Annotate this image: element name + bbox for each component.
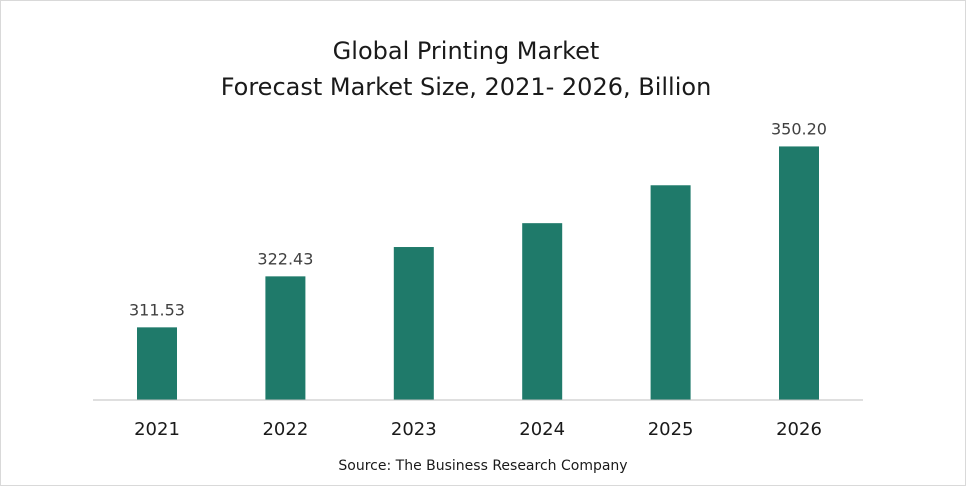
source-note: Source: The Business Research Company [338, 458, 627, 474]
data-label-2026: 350.20 [771, 119, 827, 138]
bar-2025 [650, 185, 691, 400]
x-tick-label-2025: 2025 [648, 419, 694, 440]
x-tick-label-2024: 2024 [519, 419, 565, 440]
bar-2021 [137, 327, 177, 400]
bar-2023 [393, 247, 434, 400]
x-tick-label-2026: 2026 [776, 419, 822, 440]
x-tick-labels: 2021 2022 2023 2024 2025 2026 [134, 419, 822, 440]
chart-subtitle: Forecast Market Size, 2021- 2026, Billio… [221, 73, 712, 101]
data-label-2021: 311.53 [129, 300, 185, 319]
bar-2026 [779, 146, 819, 400]
x-tick-label-2023: 2023 [391, 419, 437, 440]
chart-title: Global Printing Market [333, 37, 600, 65]
x-tick-label-2022: 2022 [262, 419, 308, 440]
bar-2024 [522, 223, 563, 400]
data-labels: 311.53 322.43 350.20 [129, 119, 827, 319]
bar-2022 [265, 276, 306, 400]
x-tick-label-2021: 2021 [134, 419, 180, 440]
data-label-2022: 322.43 [257, 249, 313, 268]
bars-group [137, 146, 819, 400]
